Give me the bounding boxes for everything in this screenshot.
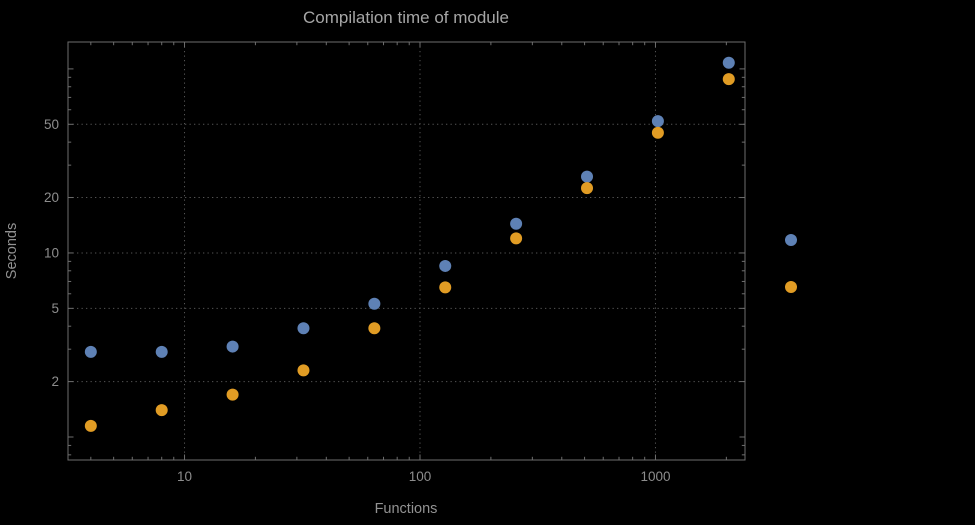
data-point-series-1 bbox=[439, 259, 452, 272]
data-point-series-1 bbox=[510, 217, 523, 230]
legend-marker bbox=[785, 281, 797, 293]
data-point-series-2 bbox=[651, 126, 664, 139]
legend bbox=[785, 234, 797, 293]
data-point-series-2 bbox=[297, 364, 310, 377]
tick-layer bbox=[68, 42, 745, 460]
y-tick-label: 20 bbox=[44, 190, 59, 205]
data-point-series-1 bbox=[651, 115, 664, 128]
data-point-series-1 bbox=[84, 345, 97, 358]
y-tick-label: 2 bbox=[51, 374, 59, 389]
x-tick-label: 1000 bbox=[640, 469, 670, 484]
legend-marker bbox=[785, 234, 797, 246]
y-tick-label: 5 bbox=[51, 301, 59, 316]
data-point-series-2 bbox=[510, 232, 523, 245]
plot-frame bbox=[67, 41, 746, 461]
grid-layer bbox=[68, 42, 745, 460]
x-tick-label: 10 bbox=[177, 469, 192, 484]
points-layer bbox=[84, 56, 735, 432]
y-axis-label: Seconds bbox=[4, 223, 20, 279]
y-tick-label: 50 bbox=[44, 117, 59, 132]
data-point-series-1 bbox=[581, 170, 594, 183]
data-point-series-1 bbox=[155, 345, 168, 358]
data-point-series-2 bbox=[368, 322, 381, 335]
data-point-series-1 bbox=[722, 56, 735, 69]
data-point-series-2 bbox=[226, 388, 239, 401]
data-point-series-1 bbox=[226, 340, 239, 353]
data-point-series-2 bbox=[581, 182, 594, 195]
chart-title: Compilation time of module bbox=[303, 8, 509, 27]
data-point-series-1 bbox=[368, 297, 381, 310]
x-tick-label: 100 bbox=[409, 469, 432, 484]
data-point-series-2 bbox=[722, 73, 735, 86]
data-point-series-2 bbox=[155, 404, 168, 417]
data-point-series-2 bbox=[84, 419, 97, 432]
x-axis-label: Functions bbox=[375, 501, 438, 517]
y-tick-label: 10 bbox=[44, 245, 59, 260]
data-point-series-1 bbox=[297, 322, 310, 335]
tick-label-layer: 10 100 1000 2 5 10 20 50 bbox=[44, 117, 671, 484]
data-point-series-2 bbox=[439, 281, 452, 294]
